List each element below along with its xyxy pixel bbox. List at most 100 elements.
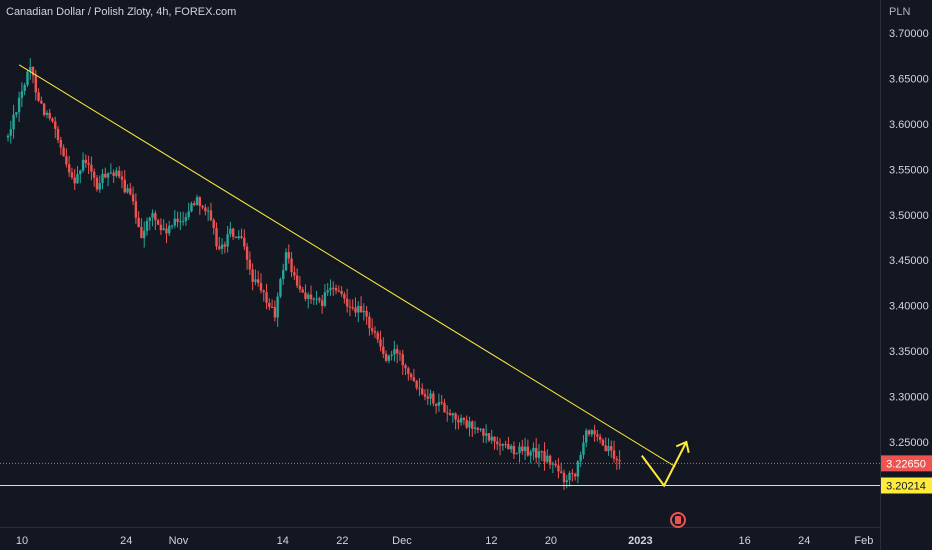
candle-body (240, 236, 243, 238)
last-price-label-bg (881, 455, 932, 472)
candle-body (409, 373, 413, 378)
candle (337, 285, 341, 293)
y-tick-label: 3.50000 (889, 210, 929, 222)
candle-body (254, 279, 257, 282)
candle (601, 438, 605, 447)
candle (484, 424, 488, 444)
candle (176, 211, 179, 228)
candle-body (220, 244, 224, 249)
candle-body (398, 353, 402, 355)
candle-body (245, 246, 249, 260)
candle-body (348, 306, 352, 308)
resistance-trendline[interactable] (18, 64, 676, 467)
candle-body (176, 218, 179, 222)
candle (571, 468, 574, 482)
candle (79, 169, 82, 184)
candle-body (368, 316, 371, 329)
candle (12, 104, 15, 139)
candle-body (515, 453, 518, 455)
candle-body (434, 403, 438, 406)
candle (279, 277, 282, 298)
candle-body (440, 402, 443, 404)
candle-body (26, 71, 29, 86)
candle (345, 288, 349, 313)
candle (365, 305, 368, 325)
candle (145, 217, 149, 236)
candle-body (137, 217, 140, 228)
x-tick-label: Feb (854, 535, 873, 547)
candle (290, 251, 293, 278)
candle (248, 251, 252, 275)
candle-body (462, 417, 466, 420)
candle (362, 303, 366, 321)
candle (421, 383, 424, 396)
candle-body (79, 170, 82, 175)
candle (276, 292, 279, 327)
candle (92, 168, 96, 187)
candle-body (612, 450, 616, 459)
time-axis[interactable]: 10 24 Nov 14 22 Dec 12 20 2023 16 24 Feb (16, 535, 873, 547)
candle-body (376, 332, 379, 340)
forecast-path[interactable] (641, 441, 688, 488)
candle (490, 429, 493, 444)
candle (482, 428, 485, 443)
candle (109, 163, 113, 175)
price-axis[interactable]: 3.25000 3.30000 3.35000 3.40000 3.45000 3.500… (889, 28, 929, 449)
candle (496, 436, 499, 451)
candle (156, 218, 160, 226)
candle (237, 230, 240, 240)
candle-body (104, 173, 107, 178)
y-tick-label: 3.40000 (889, 301, 929, 313)
x-tick-label: 24 (798, 535, 810, 547)
candle (209, 202, 213, 222)
candle-body (23, 85, 26, 92)
candle-body (498, 444, 502, 446)
candle (31, 66, 35, 84)
price-unit-label: PLN (889, 6, 911, 18)
candle (165, 223, 168, 244)
last-price-label-text: 3.22650 (886, 458, 926, 470)
candle-body (54, 121, 57, 129)
candle-body (362, 310, 366, 313)
candle (262, 289, 265, 302)
candle-body (251, 269, 254, 282)
event-marker[interactable] (670, 512, 686, 528)
candle (393, 340, 396, 362)
candle (590, 429, 593, 438)
candle (462, 417, 466, 425)
candle (65, 148, 68, 168)
candle-body (156, 220, 160, 225)
candle-body (429, 393, 432, 399)
candle-body (482, 428, 485, 436)
candle-body (582, 442, 585, 455)
drawings-layer[interactable] (0, 64, 880, 488)
candle-body (465, 419, 468, 428)
candle (582, 435, 585, 459)
candle-body (70, 172, 74, 178)
y-tick-label: 3.25000 (889, 437, 929, 449)
candle-body (332, 287, 335, 289)
candle-body (42, 103, 46, 115)
candle (212, 217, 215, 235)
candle-body (610, 446, 613, 451)
candle-body (543, 451, 546, 462)
candle-body (257, 279, 260, 284)
candle-body (12, 114, 15, 130)
candle-body (218, 246, 221, 249)
candle (270, 299, 274, 308)
candle-body (298, 285, 302, 290)
candle (42, 102, 46, 117)
candle-body (6, 135, 10, 138)
candle (493, 436, 496, 450)
candle-body (51, 118, 54, 122)
candle-body (295, 275, 299, 286)
candle-body (365, 310, 368, 317)
candle (56, 125, 60, 144)
chart-title: Canadian Dollar / Polish Zloty, 4h, FORE… (6, 6, 237, 18)
candle-body (134, 201, 138, 218)
candle (9, 120, 12, 144)
candle (45, 110, 49, 119)
candle-body (526, 446, 530, 456)
candle-body (165, 228, 168, 234)
